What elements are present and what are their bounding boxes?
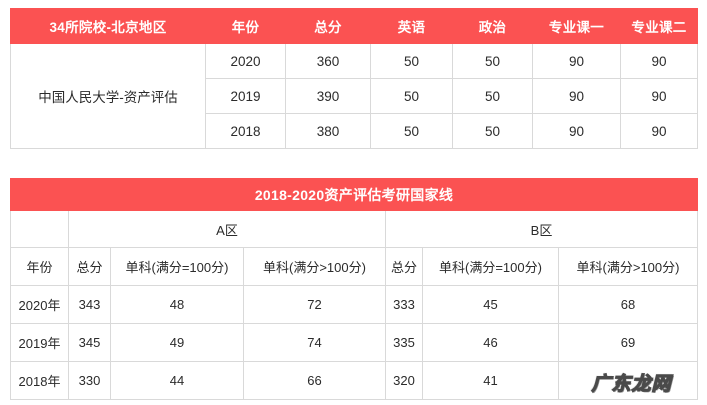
subheader-a-total: 总分	[68, 247, 111, 286]
national-row-a-single-gt: 66	[243, 361, 386, 400]
subheader-b-total: 总分	[385, 247, 423, 286]
national-row-year: 2020年	[10, 285, 69, 324]
school-row-total: 380	[285, 113, 371, 149]
school-row-major-one: 90	[532, 78, 621, 114]
table-row: 中国人民大学-资产评估 2020 360 50 50 90 90	[10, 43, 698, 149]
subheader-b-single-eq-100: 单科(满分=100分)	[422, 247, 559, 286]
school-table-header-institution: 34所院校-北京地区	[10, 8, 206, 44]
school-table-header-row: 34所院校-北京地区 年份 总分 英语 政治 专业课一 专业课二	[10, 8, 698, 44]
school-row-major-one: 90	[532, 113, 621, 149]
school-row-english: 50	[370, 43, 453, 79]
table-row: 2018 380 50 50 90 90	[11, 113, 698, 149]
school-row-politics: 50	[452, 113, 533, 149]
school-table-header-major-two: 专业课二	[620, 8, 698, 44]
national-table-title: 2018-2020资产评估考研国家线	[9, 178, 699, 211]
national-row-b-total: 320	[385, 361, 423, 400]
national-row-b-single-eq: 46	[422, 323, 559, 362]
school-row-politics: 50	[452, 78, 533, 114]
school-row-politics: 50	[452, 43, 533, 79]
zone-header-b: B区	[384, 210, 699, 248]
national-row-a-total: 343	[68, 285, 111, 324]
school-table-header-year: 年份	[205, 8, 286, 44]
national-row-a-total: 330	[68, 361, 111, 400]
school-score-table: 34所院校-北京地区 年份 总分 英语 政治 专业课一 专业课二 中国人民大学-…	[10, 8, 698, 149]
school-row-total: 360	[285, 43, 371, 79]
national-row-b-total: 335	[385, 323, 423, 362]
school-row-major-two: 90	[620, 113, 698, 149]
school-row-english: 50	[370, 78, 453, 114]
school-row-english: 50	[370, 113, 453, 149]
table-row: 2020年 343 48 72 333 45 68	[10, 285, 699, 324]
subheader-a-single-gt-100: 单科(满分>100分)	[243, 247, 386, 286]
national-row-b-single-gt: 69	[557, 323, 699, 362]
national-row-a-single-eq: 44	[110, 361, 244, 400]
zone-row-blank-cell	[10, 210, 69, 248]
subheader-a-single-eq-100: 单科(满分=100分)	[110, 247, 244, 286]
subheader-year: 年份	[10, 247, 69, 286]
school-row-year: 2018	[205, 113, 286, 149]
national-row-b-single-eq: 45	[422, 285, 559, 324]
national-table-subheader-row: 年份 总分 单科(满分=100分) 单科(满分>100分) 总分 单科(满分=1…	[10, 247, 699, 286]
school-row-year: 2020	[205, 43, 286, 79]
zone-header-a: A区	[68, 210, 386, 248]
national-line-table: 2018-2020资产评估考研国家线 A区 B区 年份 总分 单科(满分=100…	[9, 178, 699, 400]
table-row: 2018年 330 44 66 320 41	[10, 361, 699, 400]
school-row-total: 390	[285, 78, 371, 114]
national-row-b-single-gt	[557, 361, 699, 400]
school-table-header-english: 英语	[370, 8, 453, 44]
national-row-a-total: 345	[68, 323, 111, 362]
national-row-year: 2018年	[10, 361, 69, 400]
national-table-title-row: 2018-2020资产评估考研国家线	[9, 178, 699, 211]
school-table-header-major-one: 专业课一	[532, 8, 621, 44]
national-row-a-single-gt: 74	[243, 323, 386, 362]
table-row: 2019年 345 49 74 335 46 69	[10, 323, 699, 362]
national-row-b-single-gt: 68	[557, 285, 699, 324]
school-row-major-two: 90	[620, 78, 698, 114]
national-row-year: 2019年	[10, 323, 69, 362]
school-name-cell: 中国人民大学-资产评估	[10, 43, 206, 149]
national-row-b-total: 333	[385, 285, 423, 324]
table-row: 2019 390 50 50 90 90	[11, 78, 698, 114]
national-table-zone-row: A区 B区	[10, 210, 699, 248]
national-row-b-single-eq: 41	[422, 361, 559, 400]
school-table-header-politics: 政治	[452, 8, 533, 44]
national-row-a-single-eq: 49	[110, 323, 244, 362]
national-row-a-single-gt: 72	[243, 285, 386, 324]
national-row-a-single-eq: 48	[110, 285, 244, 324]
subheader-b-single-gt-100: 单科(满分>100分)	[557, 247, 699, 286]
school-row-year: 2019	[205, 78, 286, 114]
school-table-header-total: 总分	[285, 8, 371, 44]
school-row-major-two: 90	[620, 43, 698, 79]
school-row-major-one: 90	[532, 43, 621, 79]
